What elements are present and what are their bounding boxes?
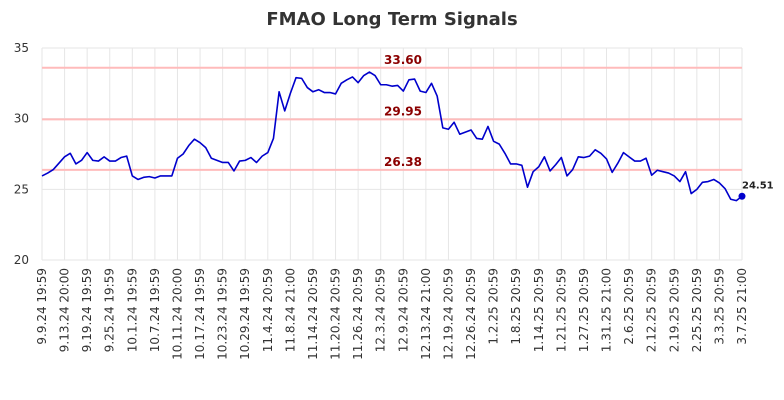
x-tick-label: 2.19.25 20:59	[667, 268, 681, 352]
x-tick-label: 1.2.25 20:59	[487, 268, 501, 345]
x-tick-label: 1.31.25 21:00	[600, 268, 614, 352]
reference-lines: 33.60 29.95 26.38	[42, 53, 742, 171]
x-tick-label: 10.29.24 19:59	[238, 268, 252, 360]
x-tick-label: 11.8.24 21:00	[283, 268, 297, 352]
reference-line-label: 26.38	[384, 155, 422, 169]
x-tick-label: 9.9.24 19:59	[35, 268, 49, 345]
x-tick-label: 10.17.24 19:59	[193, 268, 207, 360]
x-tick-label: 11.4.24 20:59	[261, 268, 275, 352]
x-tick-label: 1.21.25 20:59	[554, 268, 568, 352]
x-tick-label: 2.6.25 20:59	[622, 268, 636, 345]
x-tick-label: 3.3.25 20:59	[712, 268, 726, 345]
last-price-label: 24.51	[742, 180, 774, 191]
x-tick-label: 11.20.24 20:59	[329, 268, 343, 360]
x-tick-label: 10.11.24 20:00	[170, 268, 184, 360]
x-tick-label: 3.7.25 21:00	[735, 268, 749, 345]
x-tick-label: 1.27.25 20:59	[577, 268, 591, 352]
chart-title: FMAO Long Term Signals	[266, 9, 517, 30]
x-tick-label: 1.8.25 20:59	[509, 268, 523, 345]
reference-line-label: 29.95	[384, 104, 422, 118]
x-tick-label: 9.13.24 20:00	[58, 268, 72, 352]
x-tick-label: 10.23.24 19:59	[216, 268, 230, 360]
y-tick-label: 30	[14, 112, 29, 126]
x-axis-ticks: 9.9.24 19:59 9.13.24 20:00 9.19.24 19:59 9.…	[35, 268, 749, 360]
grid-lines	[41, 47, 743, 261]
x-tick-label: 12.26.24 20:59	[464, 268, 478, 360]
x-tick-label: 12.13.24 21:00	[419, 268, 433, 360]
price-line	[41, 71, 743, 202]
x-tick-label: 9.25.24 19:59	[103, 268, 117, 352]
x-tick-label: 12.9.24 20:59	[396, 268, 410, 352]
y-axis-ticks: 20 25 30 35	[14, 41, 29, 267]
last-price-point	[738, 192, 746, 200]
y-tick-label: 25	[14, 182, 29, 196]
x-tick-label: 12.3.24 20:59	[374, 268, 388, 352]
x-tick-label: 1.14.25 20:59	[532, 268, 546, 352]
x-tick-label: 11.26.24 20:59	[351, 268, 365, 360]
y-tick-label: 20	[14, 253, 29, 267]
x-tick-label: 12.19.24 20:59	[441, 268, 455, 360]
x-tick-label: 2.25.25 20:59	[690, 268, 704, 352]
y-tick-label: 35	[14, 41, 29, 55]
x-tick-label: 10.7.24 19:59	[148, 268, 162, 352]
x-tick-label: 11.14.24 20:59	[306, 268, 320, 360]
x-tick-label: 10.1.24 19:59	[125, 268, 139, 352]
price-series: 24.51	[41, 71, 774, 202]
x-tick-label: 2.12.25 20:59	[645, 268, 659, 352]
reference-line-label: 33.60	[384, 53, 422, 67]
x-tick-label: 9.19.24 19:59	[80, 268, 94, 352]
